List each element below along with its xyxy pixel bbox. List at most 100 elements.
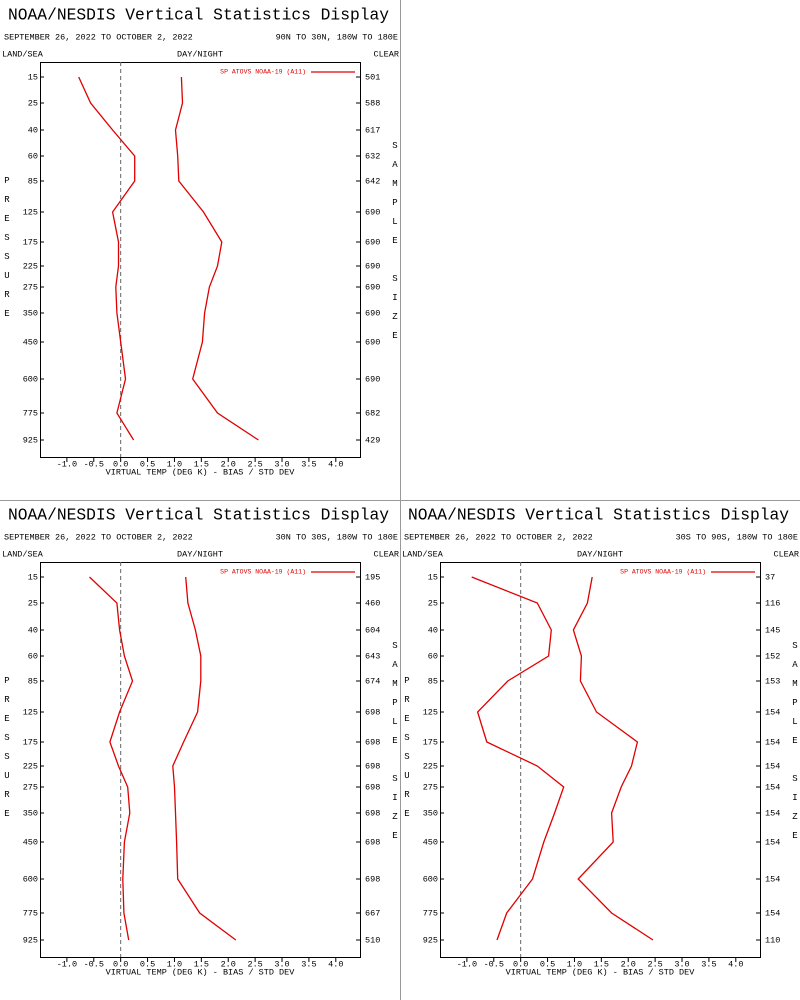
y-tick-label: 125 <box>423 707 438 717</box>
x-axis-label: VIRTUAL TEMP (DEG K) - BIAS / STD DEV <box>106 467 296 477</box>
y-tick-label: 85 <box>428 676 438 686</box>
y-tick-label: 125 <box>23 707 38 717</box>
sample-size: 116 <box>765 598 780 608</box>
x-tick-label: 1.5 <box>194 459 209 469</box>
y-tick-label: 40 <box>28 125 38 135</box>
std-dev-line <box>174 76 259 441</box>
x-tick-label: 2.0 <box>621 959 636 969</box>
sample-size: 643 <box>365 651 380 661</box>
sample-size: 698 <box>365 808 380 818</box>
y-tick-label: 15 <box>28 72 38 82</box>
sample-size: 698 <box>365 837 380 847</box>
sample-size: 690 <box>365 207 380 217</box>
sample-size: 698 <box>365 761 380 771</box>
sample-size: 154 <box>765 782 780 792</box>
y-tick-label: 60 <box>28 651 38 661</box>
x-axis-label: VIRTUAL TEMP (DEG K) - BIAS / STD DEV <box>506 967 696 977</box>
y-tick-label: 925 <box>23 935 38 945</box>
sample-size: 674 <box>365 676 380 686</box>
y-tick-label: 450 <box>23 337 38 347</box>
x-tick-label: 0.0 <box>113 459 128 469</box>
y-tick-label: 175 <box>23 237 38 247</box>
sample-size: 501 <box>365 72 380 82</box>
y-tick-label: 225 <box>23 761 38 771</box>
x-tick-label: 0.5 <box>540 959 555 969</box>
y-tick-label: 600 <box>23 374 38 384</box>
x-tick-label: 2.5 <box>247 459 262 469</box>
sample-size: 698 <box>365 707 380 717</box>
y2-axis-label: SAMPLE SIZE <box>390 141 400 350</box>
region: 30N TO 30S, 180W TO 180E <box>276 532 398 542</box>
legend-label: SP ATOVS NOAA-19 (A11) <box>220 69 306 76</box>
sample-size: 110 <box>765 935 780 945</box>
clear: CLEAR <box>773 549 799 559</box>
sample-size: 667 <box>365 908 380 918</box>
sample-size: 690 <box>365 308 380 318</box>
plot-frame <box>40 62 361 458</box>
sample-size: 154 <box>765 737 780 747</box>
y-tick-label: 450 <box>23 837 38 847</box>
y-axis-label: PRESSURE <box>2 176 12 328</box>
x-tick-label: 2.5 <box>647 959 662 969</box>
sample-size: 690 <box>365 374 380 384</box>
x-tick-label: 4.0 <box>328 959 343 969</box>
x-tick-label: 4.0 <box>328 459 343 469</box>
y-tick-label: 775 <box>23 408 38 418</box>
y-tick-label: 175 <box>423 737 438 747</box>
sample-size: 429 <box>365 435 380 445</box>
sample-size: 154 <box>765 707 780 717</box>
chart-title: NOAA/NESDIS Vertical Statistics Display <box>8 505 389 524</box>
day-night: DAY/NIGHT <box>577 549 623 559</box>
sample-size: 153 <box>765 676 780 686</box>
x-axis-label: VIRTUAL TEMP (DEG K) - BIAS / STD DEV <box>106 967 296 977</box>
y-tick-label: 925 <box>423 935 438 945</box>
y-tick-label: 350 <box>23 308 38 318</box>
legend-label: SP ATOVS NOAA-19 (A11) <box>620 569 706 576</box>
land-sea: LAND/SEA <box>402 549 444 559</box>
x-tick-label: 2.0 <box>221 959 236 969</box>
y-tick-label: 350 <box>423 808 438 818</box>
x-tick-label: -0.5 <box>484 959 504 969</box>
region: 90N TO 30N, 180W TO 180E <box>276 32 398 42</box>
sample-size: 510 <box>365 935 380 945</box>
x-tick-label: 1.0 <box>167 459 182 469</box>
chart-title: NOAA/NESDIS Vertical Statistics Display <box>408 505 789 524</box>
sample-size: 642 <box>365 176 380 186</box>
x-tick-label: 3.5 <box>301 959 316 969</box>
y-tick-label: 15 <box>28 572 38 582</box>
x-tick-label: -1.0 <box>57 959 77 969</box>
y-tick-label: 175 <box>23 737 38 747</box>
y-tick-label: 25 <box>428 598 438 608</box>
x-tick-label: 0.0 <box>513 959 528 969</box>
y-tick-label: 60 <box>28 151 38 161</box>
x-tick-label: 1.0 <box>567 959 582 969</box>
x-tick-label: 4.0 <box>728 959 743 969</box>
sample-size: 617 <box>365 125 380 135</box>
date-range: SEPTEMBER 26, 2022 TO OCTOBER 2, 2022 <box>404 532 593 542</box>
sample-size: 682 <box>365 408 380 418</box>
x-tick-label: 0.0 <box>113 959 128 969</box>
panel: NOAA/NESDIS Vertical Statistics Display S… <box>2 5 399 477</box>
sample-size: 152 <box>765 651 780 661</box>
panel: NOAA/NESDIS Vertical Statistics Display S… <box>402 505 799 977</box>
std-dev-line <box>172 576 237 941</box>
sample-size: 690 <box>365 261 380 271</box>
y-tick-label: 25 <box>28 598 38 608</box>
x-tick-label: -0.5 <box>84 459 104 469</box>
sample-size: 154 <box>765 808 780 818</box>
x-tick-label: 1.5 <box>594 959 609 969</box>
y2-axis-label: SAMPLE SIZE <box>790 641 800 850</box>
y-tick-label: 450 <box>423 837 438 847</box>
bias-line <box>78 76 136 441</box>
y-tick-label: 40 <box>428 625 438 635</box>
x-tick-label: 3.5 <box>701 959 716 969</box>
x-tick-label: 1.5 <box>194 959 209 969</box>
y-tick-label: 275 <box>423 782 438 792</box>
y-tick-label: 225 <box>423 761 438 771</box>
std-dev-line <box>572 576 654 941</box>
y-tick-label: 125 <box>23 207 38 217</box>
bias-line <box>471 576 565 941</box>
land-sea: LAND/SEA <box>2 549 44 559</box>
y-tick-label: 85 <box>28 676 38 686</box>
